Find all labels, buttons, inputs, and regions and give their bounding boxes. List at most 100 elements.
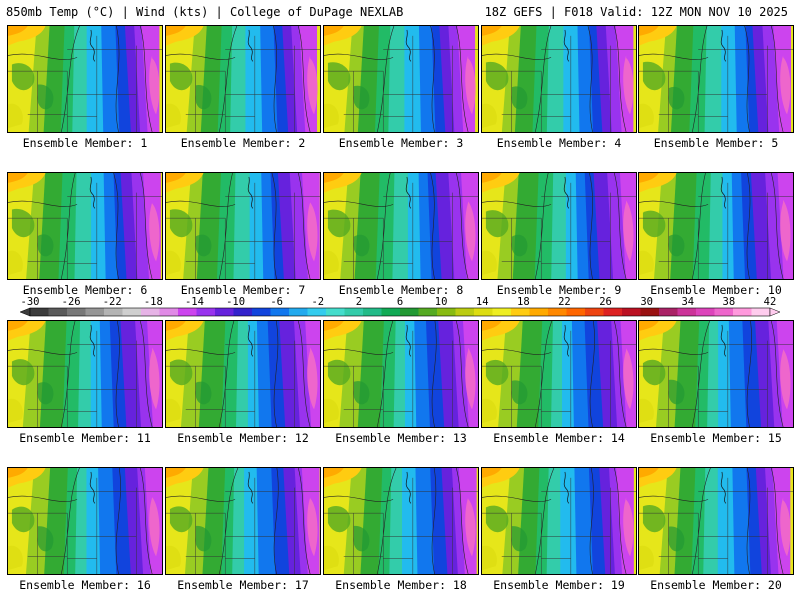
member-map-16	[7, 467, 163, 575]
colorbar-tick-label: -10	[226, 296, 246, 308]
colorbar-swatch	[104, 308, 123, 316]
member-map-7	[165, 172, 321, 280]
colorbar-swatch	[492, 308, 512, 316]
member-label-7: Ensemble Member: 7	[180, 283, 306, 297]
member-map-20	[638, 467, 794, 575]
ensemble-panel-2: Ensemble Member: 2	[165, 25, 321, 150]
member-map-17	[165, 467, 321, 575]
member-map-19	[481, 467, 637, 575]
member-label-16: Ensemble Member: 16	[19, 578, 151, 592]
member-label-11: Ensemble Member: 11	[19, 431, 151, 445]
ensemble-panel-10: Ensemble Member: 10	[638, 172, 794, 297]
member-map-6	[7, 172, 163, 280]
member-map-14	[481, 320, 637, 428]
colorbar-swatch	[585, 308, 604, 316]
member-map-11	[7, 320, 163, 428]
member-map-5	[638, 25, 794, 133]
colorbar-swatch	[196, 308, 216, 316]
ensemble-panel-8: Ensemble Member: 8	[323, 172, 479, 297]
colorbar-swatch	[233, 308, 253, 316]
member-label-8: Ensemble Member: 8	[338, 283, 464, 297]
colorbar-tick-label: -2	[311, 296, 325, 308]
colorbar-swatch	[67, 308, 86, 316]
ensemble-panel-18: Ensemble Member: 18	[323, 467, 479, 592]
member-map-13	[323, 320, 479, 428]
member-label-9: Ensemble Member: 9	[496, 283, 622, 297]
member-label-1: Ensemble Member: 1	[22, 136, 148, 150]
colorbar-swatch	[363, 308, 382, 316]
member-label-10: Ensemble Member: 10	[650, 283, 782, 297]
colorbar-swatch	[30, 308, 49, 316]
colorbar-swatch	[344, 308, 364, 316]
colorbar-tick-label: 10	[434, 296, 448, 308]
colorbar-tick-label: -6	[270, 296, 283, 308]
colorbar-tick-label: 38	[722, 296, 736, 308]
ensemble-panel-5: Ensemble Member: 5	[638, 25, 794, 150]
colorbar-tick-label: -14	[184, 296, 204, 308]
member-map-4	[481, 25, 637, 133]
colorbar-swatch	[714, 308, 734, 316]
colorbar-swatch	[85, 308, 105, 316]
member-map-2	[165, 25, 321, 133]
temperature-colorbar: -30 -26 -22 -18 -14 -10 -6 -2 2 6 10 14 18 22 26 30 34 38…	[0, 296, 800, 320]
ensemble-panel-20: Ensemble Member: 20	[638, 467, 794, 592]
colorbar-swatch	[622, 308, 641, 316]
ensemble-panel-6: Ensemble Member: 6	[7, 172, 163, 297]
member-map-8	[323, 172, 479, 280]
colorbar-swatch	[511, 308, 530, 316]
colorbar-swatch	[289, 308, 308, 316]
member-label-5: Ensemble Member: 5	[653, 136, 779, 150]
colorbar-tick-label: -18	[143, 296, 163, 308]
colorbar-swatch	[733, 308, 752, 316]
colorbar-swatch	[326, 308, 345, 316]
colorbar-tick-label: 26	[599, 296, 612, 308]
ensemble-panel-4: Ensemble Member: 4	[481, 25, 637, 150]
ensemble-panel-16: Ensemble Member: 16	[7, 467, 163, 592]
colorbar-tick-label: -30	[20, 296, 40, 308]
colorbar-swatch	[400, 308, 419, 316]
colorbar-swatch	[548, 308, 567, 316]
member-map-12	[165, 320, 321, 428]
colorbar-swatch	[381, 308, 401, 316]
colorbar-tick-label: 18	[517, 296, 530, 308]
colorbar-swatch	[437, 308, 456, 316]
colorbar-tick-label: 22	[558, 296, 571, 308]
member-map-10	[638, 172, 794, 280]
member-label-18: Ensemble Member: 18	[335, 578, 467, 592]
member-map-1	[7, 25, 163, 133]
colorbar-swatch	[474, 308, 493, 316]
colorbar-tick-label: -22	[102, 296, 122, 308]
map-title: 850mb Temp (°C) | Wind (kts) | College o…	[6, 5, 404, 19]
ensemble-panel-3: Ensemble Member: 3	[323, 25, 479, 150]
colorbar-swatch	[696, 308, 715, 316]
member-label-20: Ensemble Member: 20	[650, 578, 782, 592]
member-label-17: Ensemble Member: 17	[177, 578, 309, 592]
ensemble-panel-13: Ensemble Member: 13	[323, 320, 479, 445]
colorbar-swatch	[215, 308, 234, 316]
colorbar-swatch	[48, 308, 68, 316]
colorbar-tick-label: -26	[61, 296, 81, 308]
member-label-19: Ensemble Member: 19	[493, 578, 625, 592]
ensemble-panel-14: Ensemble Member: 14	[481, 320, 637, 445]
colorbar-swatch	[252, 308, 271, 316]
member-label-15: Ensemble Member: 15	[650, 431, 782, 445]
colorbar-swatch	[455, 308, 475, 316]
colorbar-swatch	[307, 308, 327, 316]
colorbar-max-arrow	[769, 307, 781, 317]
ensemble-panel-15: Ensemble Member: 15	[638, 320, 794, 445]
member-map-15	[638, 320, 794, 428]
colorbar-swatch	[418, 308, 438, 316]
colorbar-swatch	[122, 308, 142, 316]
colorbar-swatch	[603, 308, 623, 316]
colorbar-tick-label: 42	[763, 296, 777, 308]
member-label-2: Ensemble Member: 2	[180, 136, 306, 150]
ensemble-panel-12: Ensemble Member: 12	[165, 320, 321, 445]
member-label-14: Ensemble Member: 14	[493, 431, 625, 445]
colorbar-swatch	[270, 308, 290, 316]
ensemble-panel-19: Ensemble Member: 19	[481, 467, 637, 592]
colorbar-swatch	[529, 308, 549, 316]
colorbar-tick-label: 6	[396, 296, 404, 308]
colorbar-swatch	[659, 308, 678, 316]
colorbar-tick-label: 2	[355, 296, 363, 308]
colorbar-swatch	[640, 308, 660, 316]
